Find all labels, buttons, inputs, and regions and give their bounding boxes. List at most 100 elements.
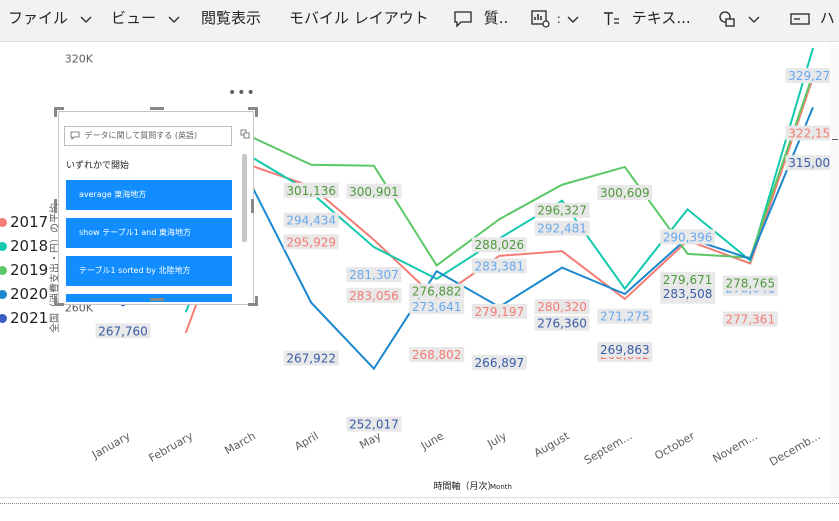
qa-visual[interactable]: データに関して質問する (英語) いずれかで開始 average 東海地方 sh…: [58, 111, 254, 305]
data-label: 267,922: [286, 352, 336, 366]
data-label: 269,863: [600, 343, 650, 357]
data-label: 267,760: [98, 324, 148, 338]
legend-dot-icon: [0, 242, 7, 251]
chevron-down-icon: [748, 16, 760, 23]
mobile-layout-button[interactable]: モバイル レイアウト: [289, 0, 429, 36]
data-label: 277,361: [725, 312, 775, 326]
ribbon-toolbar: ファイル ビュー 閲覧表示 モバイル レイアウト 質.. : テキス... ハ: [0, 0, 839, 42]
shapes-icon: [719, 10, 735, 27]
visual-button[interactable]: :: [530, 0, 580, 36]
data-label-bg: [283, 350, 339, 366]
resize-handle[interactable]: [248, 107, 258, 117]
separator-dots: :: [556, 12, 561, 26]
mobile-layout-label: モバイル レイアウト: [289, 9, 429, 27]
data-label: 283,056: [349, 289, 399, 303]
resize-handle[interactable]: [150, 107, 164, 110]
legend-item[interactable]: 2020: [0, 283, 48, 305]
x-tick-label: April: [292, 429, 320, 453]
resize-handle[interactable]: [54, 107, 64, 117]
shapes-button[interactable]: [716, 0, 761, 36]
data-label: 294,434: [286, 214, 336, 228]
report-canvas: 260K 320K 全国（消費支出・円）の平均 January February Marc…: [0, 43, 839, 521]
qa-suggestion[interactable]: average 東海地方: [66, 180, 232, 210]
data-label-bg: [346, 267, 402, 283]
scrollbar-mark: [832, 139, 838, 140]
legend-item[interactable]: 2017: [0, 211, 48, 233]
vertical-scrollbar[interactable]: [830, 43, 839, 497]
data-label-bg: [409, 298, 465, 314]
reading-view-button[interactable]: 閲覧表示: [201, 0, 261, 36]
data-label: 288,026: [475, 238, 525, 252]
divider: [0, 503, 839, 504]
data-label: 271,275: [600, 310, 650, 324]
data-label-bg: [785, 68, 839, 84]
data-label: 283,381: [475, 259, 525, 273]
x-tick-label: January: [89, 429, 133, 462]
data-label-bg: [597, 184, 653, 200]
resize-handle[interactable]: [54, 199, 57, 213]
qa-settings-icon[interactable]: [240, 129, 250, 139]
buttons-button[interactable]: ハ: [789, 0, 835, 36]
data-label: 322,157: [788, 127, 838, 141]
x-axis-title: 時間軸（月次）: [433, 480, 496, 492]
data-label-bg: [597, 342, 653, 357]
file-menu-label: ファイル: [8, 9, 69, 27]
data-label: 279,197: [475, 305, 525, 319]
more-options-icon[interactable]: •••: [228, 85, 256, 101]
data-label-bg: [597, 308, 653, 324]
qa-search-input[interactable]: データに関して質問する (英語): [64, 126, 232, 146]
data-label: 300,901: [349, 185, 399, 199]
button-icon: [790, 12, 810, 25]
x-tick-label: October: [652, 429, 697, 463]
legend-label: 2020: [10, 285, 49, 303]
data-label-bg: [785, 155, 839, 171]
textbox-button[interactable]: テキス...: [601, 0, 691, 36]
data-label: 300,609: [600, 186, 650, 200]
data-label: 266,897: [475, 356, 525, 370]
chevron-down-icon: [168, 16, 180, 23]
x-tick-label: July: [484, 429, 509, 451]
legend-label: 2019: [10, 261, 49, 279]
data-label-bg: [346, 287, 402, 303]
view-menu[interactable]: ビュー: [111, 0, 181, 36]
data-label-bg: [283, 182, 339, 198]
resize-handle[interactable]: [248, 296, 258, 306]
data-label: 278,765: [725, 277, 775, 291]
data-label-bg: [346, 416, 402, 432]
series-line-2017: [184, 77, 814, 334]
resize-handle[interactable]: [251, 199, 254, 213]
data-label-bg: [283, 212, 339, 228]
legend-item[interactable]: 2018: [0, 235, 48, 257]
data-label-bg: [660, 271, 716, 287]
x-tick-label: Decemb...: [767, 429, 822, 468]
chart-settings-icon: [531, 9, 550, 28]
data-label-bg: [409, 346, 465, 362]
data-label: 292,481: [537, 222, 587, 236]
qa-suggestion[interactable]: show テーブル1 and 東海地方: [66, 218, 232, 248]
reading-view-label: 閲覧表示: [201, 9, 262, 27]
data-label-bg: [785, 125, 839, 141]
buttons-label: ハ: [819, 9, 835, 27]
qa-scrollbar[interactable]: [242, 154, 247, 242]
data-label-bg: [346, 183, 402, 199]
legend-item[interactable]: 2021: [0, 307, 48, 329]
resize-handle[interactable]: [54, 296, 64, 306]
data-label: 276,360: [537, 317, 587, 331]
qa-suggestion[interactable]: テーブル1 sorted by 北陸地方: [66, 256, 232, 286]
series-line-2019: [184, 73, 814, 290]
page-tabs-bar: [0, 497, 839, 521]
file-menu[interactable]: ファイル: [8, 0, 93, 36]
legend-item[interactable]: 2019: [0, 259, 48, 281]
qa-suggestion-partial[interactable]: [66, 294, 232, 302]
data-label-bg: [95, 323, 151, 339]
qa-button[interactable]: 質..: [453, 0, 508, 36]
data-label: 268,802: [412, 348, 462, 362]
data-label: 315,007: [788, 156, 838, 170]
data-label-bg: [471, 354, 527, 370]
legend-label: 2021: [10, 309, 49, 327]
data-label: 329,271: [788, 69, 838, 83]
y-axis-title: 全国（消費支出・円）の平均: [48, 203, 61, 333]
qa-start-label: いずれかで開始: [66, 161, 130, 171]
resize-handle[interactable]: [150, 298, 164, 301]
